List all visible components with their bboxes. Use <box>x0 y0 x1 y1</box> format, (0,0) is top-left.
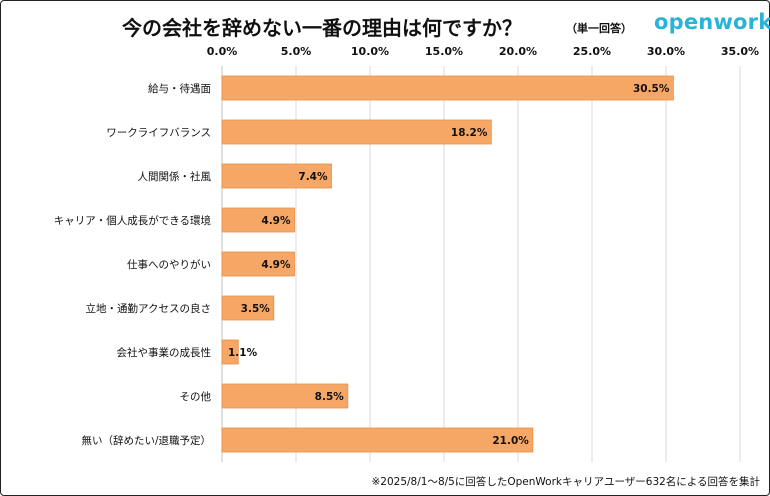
data-label: 30.5% <box>633 83 670 95</box>
bar <box>221 207 295 233</box>
category-label: 人間関係・社風 <box>138 170 212 183</box>
data-label: 7.4% <box>298 171 328 183</box>
x-tick-label: 15.0% <box>425 45 463 58</box>
data-label: 1.1% <box>228 347 258 359</box>
bar <box>221 119 492 145</box>
bar <box>221 295 275 321</box>
x-tick-label: 20.0% <box>499 45 537 58</box>
x-tick-label: 5.0% <box>281 45 312 58</box>
data-label: 21.0% <box>492 435 529 447</box>
x-tick-label: 25.0% <box>573 45 611 58</box>
data-label: 4.9% <box>261 215 291 227</box>
data-label: 3.5% <box>241 303 271 315</box>
x-tick-label: 30.0% <box>647 45 685 58</box>
category-label: 給与・待遇面 <box>148 82 211 95</box>
category-label: 無い（辞めたい/退職予定） <box>81 434 211 447</box>
category-label: 会社や事業の成長性 <box>117 346 212 359</box>
bar <box>221 75 674 101</box>
category-label: その他 <box>180 390 212 403</box>
category-label: キャリア・個人成長ができる環境 <box>54 214 211 227</box>
bar <box>221 163 332 189</box>
bar <box>221 251 295 277</box>
bar <box>221 383 349 409</box>
chart-subtitle: （単一回答） <box>566 22 632 35</box>
data-label: 18.2% <box>451 127 488 139</box>
category-label: 仕事へのやりがい <box>127 258 211 271</box>
bar <box>221 427 534 453</box>
data-label: 4.9% <box>261 259 291 271</box>
x-tick-label: 10.0% <box>351 45 389 58</box>
bar <box>221 339 239 365</box>
category-label: ワークライフバランス <box>106 127 211 139</box>
category-label: 立地・通勤アクセスの良さ <box>86 302 211 315</box>
openwork-logo: openwork <box>654 10 770 34</box>
footnote: ※2025/8/1～8/5に回答したOpenWorkキャリアユーザー632名によ… <box>371 476 760 488</box>
chart-title: 今の会社を辞めない一番の理由は何ですか？ <box>122 16 522 40</box>
data-label: 8.5% <box>315 391 345 403</box>
x-tick-label: 35.0% <box>721 45 759 58</box>
x-tick-label: 0.0% <box>207 45 238 58</box>
